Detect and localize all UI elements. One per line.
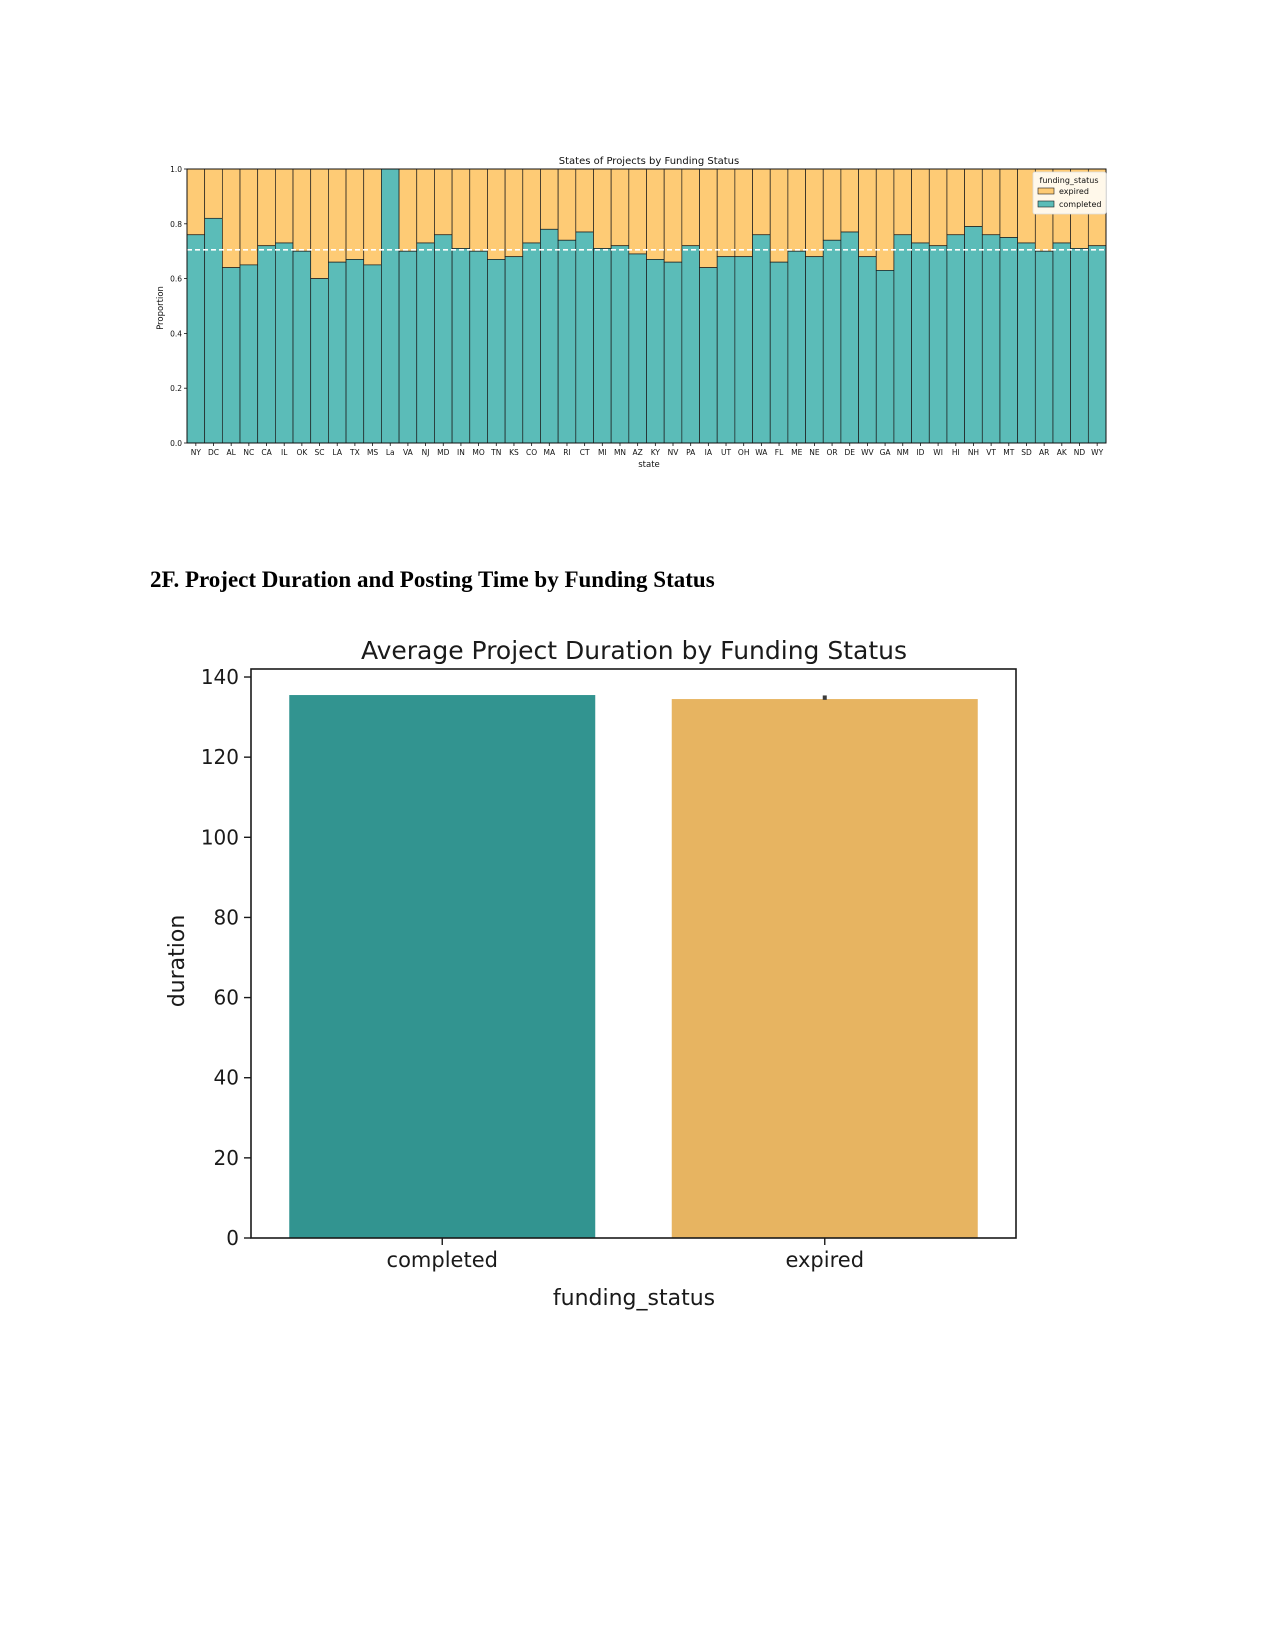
ytick-label: 100 — [201, 825, 239, 849]
xtick-label: TN — [490, 448, 501, 457]
ytick-label: 0 — [226, 1226, 239, 1250]
xtick-label: ME — [791, 448, 802, 457]
xtick-label: RI — [563, 448, 570, 457]
ytick-label: 60 — [214, 986, 239, 1010]
ytick-label: 0.0 — [170, 439, 182, 448]
xtick-label: VT — [986, 448, 996, 457]
chart2-bars — [289, 695, 978, 1238]
xtick-label: VA — [403, 448, 414, 457]
chart1-title: States of Projects by Funding Status — [559, 156, 739, 167]
chart2-plot-frame — [250, 668, 1017, 1239]
xtick-label: CT — [580, 448, 590, 457]
chart1-ylabel: Proportion — [156, 286, 166, 330]
xtick-label: DC — [208, 448, 219, 457]
xtick-label: MD — [437, 448, 449, 457]
xtick-label: IA — [705, 448, 713, 457]
ytick-label: 80 — [214, 905, 239, 929]
xtick-label: AR — [1039, 448, 1049, 457]
xtick-label: MT — [1003, 448, 1014, 457]
legend-swatch-expired — [1037, 187, 1055, 195]
chart1-plot-frame — [186, 168, 1107, 444]
xtick-label: La — [386, 448, 395, 457]
chart2-xlabel: funding_status — [553, 1286, 715, 1311]
xtick-label: NY — [191, 448, 202, 457]
xtick-label: TX — [349, 448, 360, 457]
xtick-label: PA — [686, 448, 696, 457]
xtick-label: LA — [332, 448, 342, 457]
legend-title: funding_status — [1040, 176, 1099, 185]
ytick-label: 120 — [201, 745, 239, 769]
xtick-label: MS — [367, 448, 378, 457]
xtick-label: completed — [387, 1248, 498, 1272]
xtick-label: AZ — [633, 448, 643, 457]
chart1-xlabel: state — [638, 460, 660, 470]
ytick-label: 140 — [201, 665, 239, 689]
ytick-label: 0.6 — [170, 275, 182, 284]
chart2-yaxis: 0 20 40 60 80 100 120 140 — [201, 665, 251, 1250]
xtick-label: ND — [1074, 448, 1086, 457]
ytick-label: 1.0 — [170, 165, 182, 174]
xtick-label: NM — [897, 448, 909, 457]
xtick-label: NJ — [422, 448, 430, 457]
legend-label-expired: expired — [1059, 187, 1089, 196]
xtick-label: WY — [1091, 448, 1103, 457]
chart2-title: Average Project Duration by Funding Stat… — [361, 636, 907, 665]
ytick-label: 0.8 — [170, 220, 182, 229]
xtick-label: MO — [472, 448, 484, 457]
xtick-label: AK — [1057, 448, 1068, 457]
xtick-label: MI — [598, 448, 607, 457]
xtick-label: SC — [315, 448, 325, 457]
xtick-label: expired — [785, 1248, 864, 1272]
chart2-ylabel: duration — [165, 915, 190, 1008]
xtick-label: IN — [457, 448, 465, 457]
chart2-xaxis: completed expired — [387, 1238, 864, 1272]
xtick-label: NC — [243, 448, 254, 457]
xtick-label: OH — [738, 448, 750, 457]
states-funding-chart: States of Projects by Funding Status 0.0… — [156, 156, 1107, 470]
xtick-label: MN — [614, 448, 626, 457]
xtick-label: WA — [755, 448, 768, 457]
legend-swatch-completed — [1037, 200, 1055, 208]
xtick-label: SD — [1021, 448, 1032, 457]
xtick-label: HI — [952, 448, 960, 457]
xtick-label: CO — [526, 448, 537, 457]
chart1-yaxis: 0.0 0.2 0.4 0.6 0.8 1.0 — [170, 165, 187, 448]
xtick-label: AL — [227, 448, 237, 457]
xtick-label: OK — [296, 448, 308, 457]
xtick-label: ID — [916, 448, 924, 457]
legend-label-completed: completed — [1059, 200, 1101, 209]
xtick-label: FL — [775, 448, 784, 457]
bar-completed — [289, 695, 596, 1238]
xtick-label: UT — [721, 448, 731, 457]
xtick-label: DE — [844, 448, 855, 457]
xtick-label: NH — [968, 448, 979, 457]
xtick-label: WI — [933, 448, 943, 457]
ytick-label: 20 — [214, 1146, 239, 1170]
xtick-label: WV — [861, 448, 874, 457]
bar-expired — [671, 699, 978, 1238]
xtick-label: OR — [827, 448, 838, 457]
ytick-label: 40 — [214, 1066, 239, 1090]
section-heading: 2F. Project Duration and Posting Time by… — [150, 567, 715, 592]
xtick-label: NV — [668, 448, 680, 457]
ytick-label: 0.4 — [170, 329, 182, 338]
xtick-label: IL — [281, 448, 288, 457]
xtick-label: CA — [261, 448, 272, 457]
xtick-label: MA — [543, 448, 555, 457]
xtick-label: GA — [880, 448, 892, 457]
ytick-label: 0.2 — [170, 384, 182, 393]
xtick-label: KS — [509, 448, 519, 457]
xtick-label: NE — [809, 448, 820, 457]
chart1-legend: funding_status expired completed — [1032, 171, 1107, 215]
xtick-label: KY — [651, 448, 661, 457]
chart1-xaxis: NY DC AL NC CA IL OK SC LA TX MS La VA NJ MD IN MO TN KS CO… — [191, 443, 1104, 457]
